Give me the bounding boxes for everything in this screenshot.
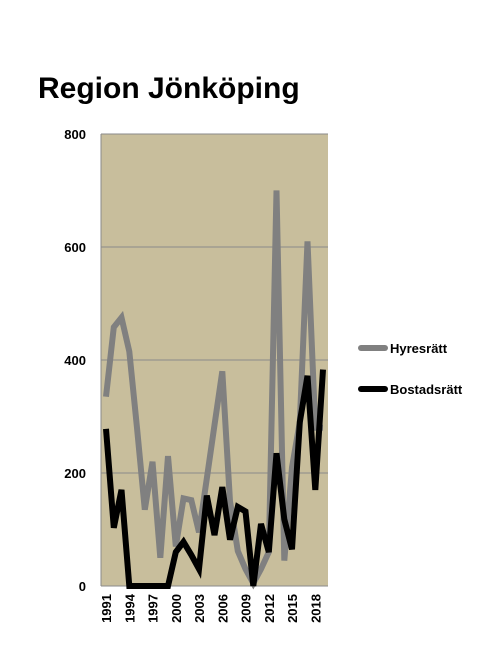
y-tick-label-0: 0 <box>79 579 86 594</box>
y-tick-label-800: 800 <box>64 127 86 142</box>
y-tick-label-200: 200 <box>64 466 86 481</box>
x-tick-label-2000: 2000 <box>169 594 184 623</box>
y-tick-label-600: 600 <box>64 240 86 255</box>
x-tick-label-2018: 2018 <box>308 594 323 623</box>
legend-item-bostadsratt: Bostadsrätt <box>358 380 462 398</box>
legend-swatch-hyresratt <box>358 345 388 351</box>
chart-title: Region Jönköping <box>38 72 300 105</box>
legend-swatch-bostadsratt <box>358 386 388 392</box>
x-tick-label-2006: 2006 <box>215 594 230 623</box>
x-tick-label-1997: 1997 <box>146 594 161 623</box>
x-tick-label-2009: 2009 <box>239 594 254 623</box>
series-line-1 <box>103 369 326 589</box>
x-tick-label-2003: 2003 <box>192 594 207 623</box>
x-tick-label-1991: 1991 <box>99 594 114 623</box>
x-tick-label-2012: 2012 <box>262 594 277 623</box>
legend-label-bostadsratt: Bostadsrätt <box>390 381 463 397</box>
x-tick-label-1994: 1994 <box>122 593 137 623</box>
y-tick-label-400: 400 <box>64 353 86 368</box>
legend-label-hyresratt: Hyresrätt <box>390 340 448 356</box>
legend-item-hyresratt: Hyresrätt <box>358 339 447 357</box>
x-tick-label-2015: 2015 <box>285 594 300 623</box>
